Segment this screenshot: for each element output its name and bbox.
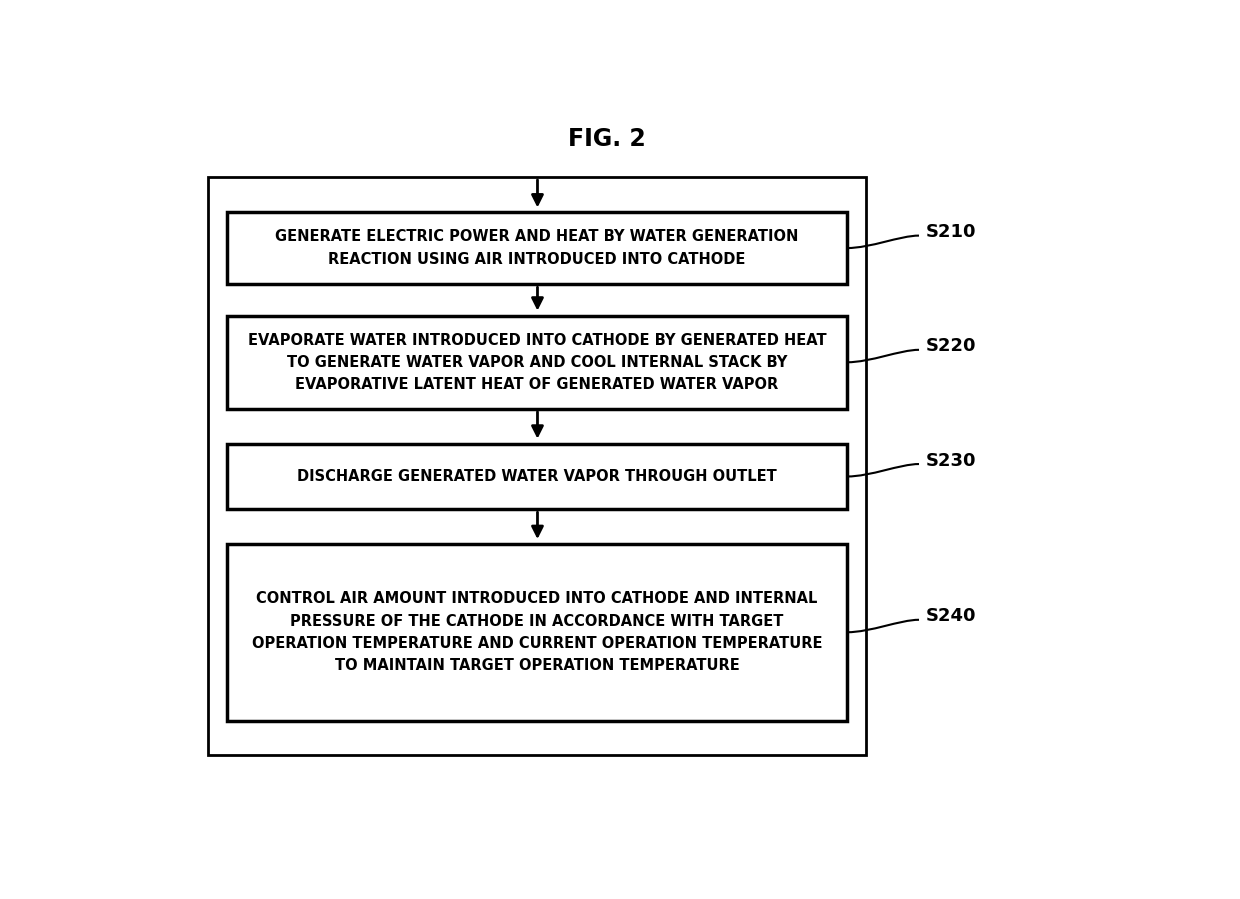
Text: FIG. 2: FIG. 2 (568, 127, 646, 151)
Text: S220: S220 (926, 337, 976, 355)
Bar (227, 212, 847, 284)
Text: DISCHARGE GENERATED WATER VAPOR THROUGH OUTLET: DISCHARGE GENERATED WATER VAPOR THROUGH … (298, 469, 777, 484)
Bar (227, 316, 847, 409)
Bar (227, 443, 847, 510)
Text: S230: S230 (926, 451, 976, 469)
Bar (208, 177, 867, 755)
Text: S240: S240 (926, 608, 976, 626)
Text: CONTROL AIR AMOUNT INTRODUCED INTO CATHODE AND INTERNAL
PRESSURE OF THE CATHODE : CONTROL AIR AMOUNT INTRODUCED INTO CATHO… (252, 592, 822, 673)
Bar (227, 544, 847, 720)
Text: S210: S210 (926, 223, 976, 241)
Text: EVAPORATE WATER INTRODUCED INTO CATHODE BY GENERATED HEAT
TO GENERATE WATER VAPO: EVAPORATE WATER INTRODUCED INTO CATHODE … (248, 333, 826, 392)
Text: GENERATE ELECTRIC POWER AND HEAT BY WATER GENERATION
REACTION USING AIR INTRODUC: GENERATE ELECTRIC POWER AND HEAT BY WATE… (275, 229, 799, 267)
